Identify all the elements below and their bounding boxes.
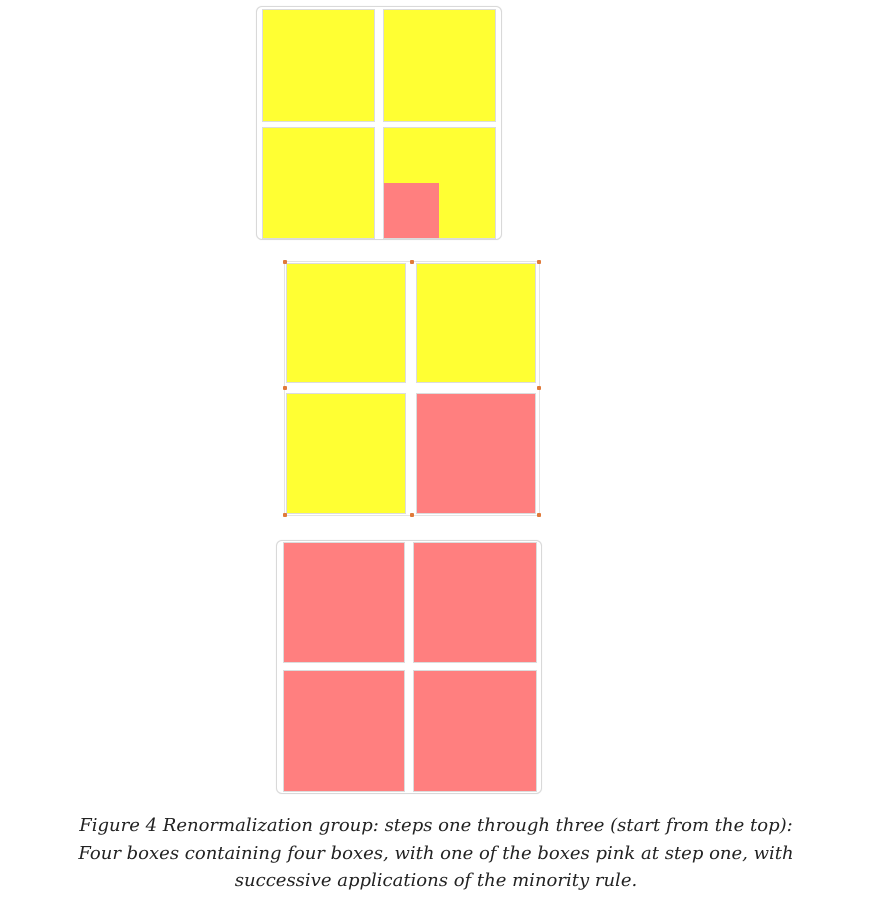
step-three-box-bottom-left (283, 670, 405, 792)
selection-handle[interactable] (410, 513, 414, 517)
step-two-box-bottom-right (416, 393, 536, 514)
selection-handle[interactable] (283, 386, 287, 390)
step-three-box-bottom-right (413, 670, 537, 792)
selection-handle[interactable] (537, 260, 541, 264)
caption-line-3: successive applications of the minority … (234, 870, 638, 891)
selection-handle[interactable] (283, 260, 287, 264)
figure-caption: Figure 4 Renormalization group: steps on… (60, 812, 812, 895)
step-three-box-top-left (283, 542, 405, 663)
step-two-box-top-left (286, 263, 406, 383)
step-two-box-bottom-left (286, 393, 406, 514)
selection-handle[interactable] (537, 513, 541, 517)
caption-line-2: Four boxes containing four boxes, with o… (78, 842, 794, 864)
selection-handle[interactable] (283, 513, 287, 517)
step-one-box-bottom-right (383, 127, 496, 239)
step-one-box-bottom-left (262, 127, 375, 239)
step-one-panel (256, 6, 502, 240)
caption-line-1: Figure 4 Renormalization group: steps on… (79, 815, 793, 836)
selection-handle[interactable] (537, 386, 541, 390)
selection-handle[interactable] (410, 260, 414, 264)
step-two-box-top-right (416, 263, 536, 383)
step-one-box-top-right (383, 9, 496, 122)
step-two-panel (283, 260, 541, 517)
step-one-box-top-left (262, 9, 375, 122)
step-three-box-top-right (413, 542, 537, 663)
step-one-pink-subbox (384, 183, 439, 238)
step-three-panel (276, 540, 542, 794)
